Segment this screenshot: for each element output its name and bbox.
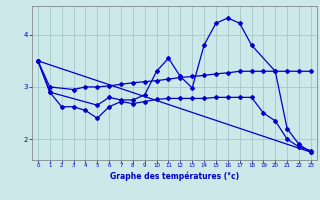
X-axis label: Graphe des températures (°c): Graphe des températures (°c) (110, 171, 239, 181)
